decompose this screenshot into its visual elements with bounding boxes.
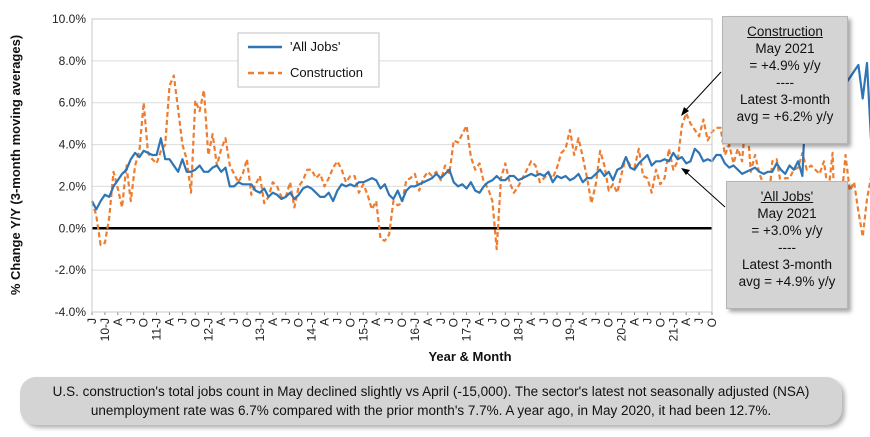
construction-callout: Construction May 2021 = +4.9% y/y ---- L… <box>722 16 848 144</box>
construction-arrowhead <box>681 107 689 116</box>
construction-callout-title: Construction <box>747 24 823 39</box>
x-tick-label: 17-J <box>460 318 474 341</box>
x-tick-label: 21-J <box>666 318 680 341</box>
x-tick-label: O <box>240 318 254 327</box>
all-jobs-arrowhead <box>681 168 690 175</box>
x-tick-label: O <box>292 318 306 327</box>
x-tick-label: O <box>343 318 357 327</box>
legend-construction-label: Construction <box>290 65 363 80</box>
all-jobs-callout-line: = +3.0% y/y <box>751 223 823 238</box>
construction-callout-line: ---- <box>776 75 794 90</box>
x-tick-label: 14-J <box>305 318 319 341</box>
all-jobs-callout-title: 'All Jobs' <box>760 189 814 204</box>
x-tick-label: O <box>188 318 202 327</box>
all-jobs-arrow <box>684 170 726 208</box>
plot-frame <box>91 18 713 313</box>
construction-callout-line: Latest 3-month <box>739 92 831 107</box>
x-tick-label: A <box>318 318 332 326</box>
x-axis-label: Year & Month <box>428 349 511 364</box>
x-tick-label: O <box>395 318 409 327</box>
x-tick-label: J <box>175 318 189 324</box>
x-tick-label: A <box>214 318 228 326</box>
x-tick-label: 20-J <box>615 318 629 341</box>
x-tick-label: J <box>692 318 706 324</box>
all-jobs-callout-line: avg = +4.9% y/y <box>738 274 836 289</box>
x-tick-label: 10-J <box>98 318 112 341</box>
x-tick-label: 13-J <box>253 318 267 341</box>
x-tick-label: A <box>163 318 177 326</box>
x-tick-label: J <box>640 318 654 324</box>
x-tick-label: J <box>85 318 99 324</box>
x-tick-label: O <box>705 318 719 327</box>
x-tick-label: J <box>124 318 138 324</box>
y-axis-ticks: -4.0% -2.0% 0.0% 2.0% 4.0% 6.0% 8.0% 10.0% <box>52 12 86 319</box>
y-tick-label: 2.0% <box>59 179 87 193</box>
all-jobs-series-line <box>91 51 870 211</box>
x-axis-ticks: J10-JAJO11-JAJO12-JAJO13-JAJO14-JAJO15-J… <box>85 312 719 341</box>
y-tick-label: 6.0% <box>59 96 87 110</box>
x-tick-label: J <box>330 318 344 324</box>
x-tick-label: J <box>434 318 448 324</box>
x-tick-label: J <box>589 318 603 324</box>
y-tick-label: 0.0% <box>59 221 87 235</box>
x-tick-label: A <box>421 318 435 326</box>
y-tick-label: 10.0% <box>52 12 86 26</box>
x-tick-label: A <box>266 318 280 326</box>
x-tick-label: A <box>576 318 590 326</box>
x-tick-label: 18-J <box>511 318 525 341</box>
y-tick-label: 8.0% <box>59 54 87 68</box>
x-tick-label: O <box>550 318 564 327</box>
y-tick-label: 4.0% <box>59 138 87 152</box>
y-axis-label: % Change Y/Y (3-month moving averages) <box>8 35 23 295</box>
x-tick-label: 11-J <box>150 318 164 340</box>
construction-arrow <box>683 71 722 113</box>
x-tick-label: O <box>447 318 461 327</box>
x-tick-label: J <box>537 318 551 324</box>
caption: U.S. construction's total jobs count in … <box>20 377 842 425</box>
legend: 'All Jobs' Construction <box>237 32 380 88</box>
x-tick-label: A <box>369 318 383 326</box>
x-tick-label: A <box>473 318 487 326</box>
x-tick-label: A <box>524 318 538 326</box>
x-tick-label: A <box>111 318 125 326</box>
all-jobs-callout-line: Latest 3-month <box>741 257 833 272</box>
x-tick-label: O <box>602 318 616 327</box>
x-tick-label: O <box>498 318 512 327</box>
x-tick-label: A <box>628 318 642 326</box>
x-tick-label: 12-J <box>201 318 215 341</box>
construction-callout-line: = +4.9% y/y <box>749 58 821 73</box>
legend-all-jobs-label: 'All Jobs' <box>290 39 340 54</box>
x-tick-label: J <box>279 318 293 324</box>
x-tick-label: 15-J <box>356 318 370 341</box>
all-jobs-callout-line: May 2021 <box>757 206 817 221</box>
all-jobs-callout: 'All Jobs' May 2021 = +3.0% y/y ---- Lat… <box>726 181 848 309</box>
y-tick-label: -2.0% <box>55 263 87 277</box>
x-tick-label: 16-J <box>408 318 422 341</box>
x-tick-label: J <box>382 318 396 324</box>
construction-callout-line: May 2021 <box>755 41 815 56</box>
x-tick-label: A <box>679 318 693 326</box>
x-tick-label: O <box>653 318 667 327</box>
x-tick-label: 19-J <box>563 318 577 341</box>
y-tick-label: -4.0% <box>55 305 87 319</box>
x-tick-label: J <box>485 318 499 324</box>
x-tick-label: J <box>227 318 241 324</box>
all-jobs-callout-line: ---- <box>778 240 796 255</box>
construction-callout-line: avg = +6.2% y/y <box>736 109 834 124</box>
x-tick-label: O <box>137 318 151 327</box>
